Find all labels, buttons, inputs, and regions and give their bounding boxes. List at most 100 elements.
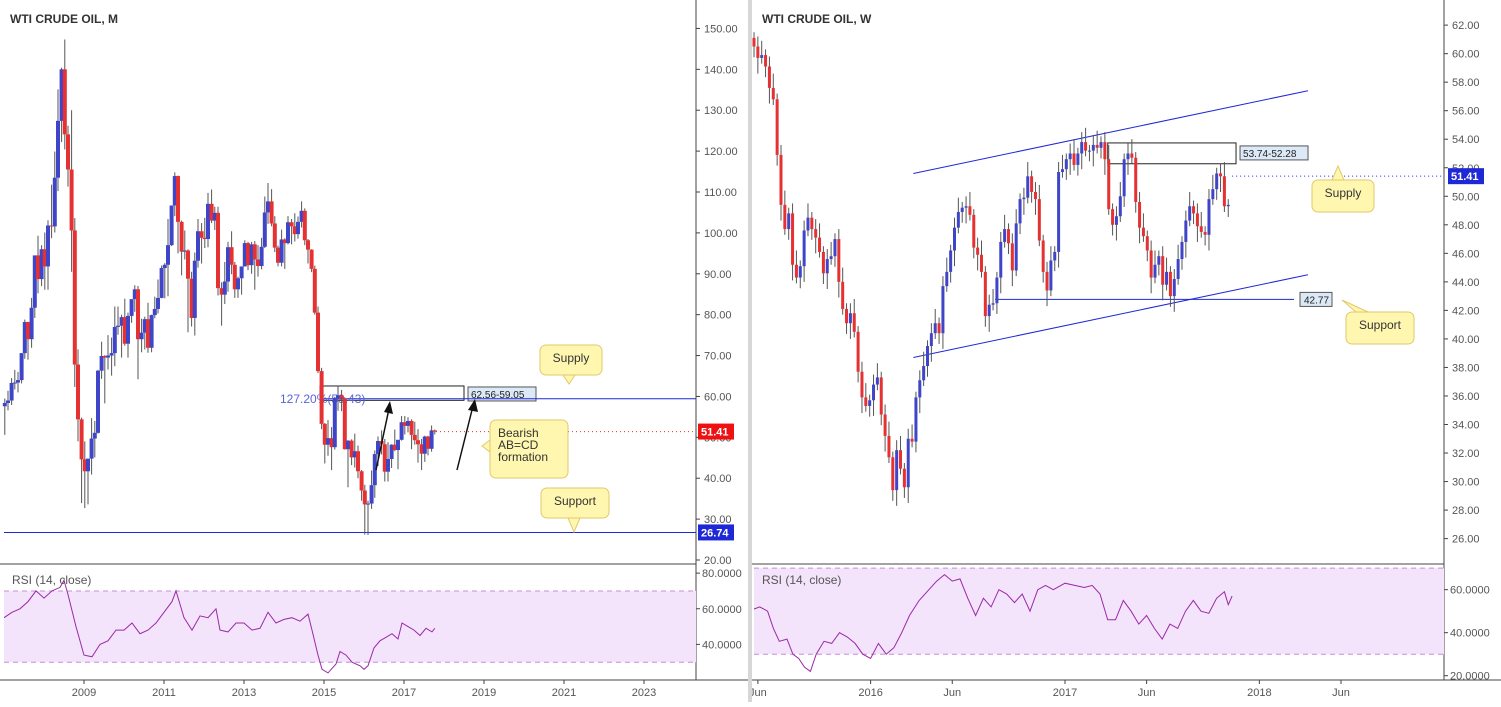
weekly-candle xyxy=(829,256,833,260)
weekly-candle xyxy=(914,397,918,442)
rsi-tick-label: 60.0000 xyxy=(1450,585,1490,597)
weekly-candle xyxy=(983,271,987,317)
rsi-band xyxy=(4,590,696,663)
monthly-candle xyxy=(152,308,157,316)
monthly-candle xyxy=(12,382,17,384)
supply-zone-tag xyxy=(467,386,537,402)
time-tick-label: Jun xyxy=(752,687,767,699)
monthly-candle xyxy=(159,268,164,298)
weekly-candle xyxy=(818,237,822,252)
weekly-candle xyxy=(1118,196,1122,217)
monthly-candle xyxy=(26,322,30,340)
weekly-candle xyxy=(1203,231,1207,235)
rsi-tick-label: 40.0000 xyxy=(702,639,742,651)
monthly-candle xyxy=(416,440,420,445)
weekly-chart[interactable]: 62.0060.0058.0056.0054.0052.0050.0048.00… xyxy=(749,0,1501,702)
price-tick-label: 28.00 xyxy=(1452,505,1480,517)
channel-upper-line xyxy=(913,90,1309,174)
monthly-candle xyxy=(406,420,410,426)
abcd-callout-text: Bearish xyxy=(498,426,539,440)
rsi-band xyxy=(754,568,1444,655)
monthly-candle xyxy=(282,239,287,244)
monthly-candle xyxy=(36,255,40,280)
monthly-candle xyxy=(186,250,190,279)
monthly-candle xyxy=(22,322,27,354)
weekly-candle xyxy=(852,313,856,332)
support-level-label: 42.77 xyxy=(1304,295,1329,306)
panel-divider[interactable] xyxy=(748,0,752,702)
weekly-candle xyxy=(1122,159,1126,197)
monthly-candle xyxy=(9,382,14,401)
weekly-candle xyxy=(798,266,802,278)
time-tick-label: 2023 xyxy=(632,687,656,699)
support-callout-pointer xyxy=(567,517,581,534)
support-price-label-bg xyxy=(698,524,734,541)
time-tick-label: 2011 xyxy=(152,687,176,699)
weekly-candle xyxy=(864,397,868,406)
weekly-candle xyxy=(845,308,849,324)
weekly-candle xyxy=(837,239,841,282)
monthly-candle xyxy=(362,490,367,505)
price-tick-label: 140.00 xyxy=(704,64,738,76)
monthly-candle xyxy=(52,177,57,227)
monthly-candle xyxy=(399,422,404,440)
price-tick-label: 30.00 xyxy=(704,514,732,526)
price-tick-label: 58.00 xyxy=(1452,77,1480,89)
price-tick-label: 38.00 xyxy=(1452,362,1480,374)
monthly-candle xyxy=(172,176,177,206)
price-tick-label: 100.00 xyxy=(704,228,738,240)
weekly-candle xyxy=(872,384,876,401)
monthly-candle xyxy=(2,402,7,407)
monthly-candle xyxy=(336,395,340,399)
weekly-candle xyxy=(1099,142,1103,148)
current-price-label: 51.41 xyxy=(1451,171,1479,183)
price-tick-label: 20.00 xyxy=(704,555,732,567)
monthly-chart-panel[interactable]: 150.00 140.00 130.00 120.00 110.00 100.00 90.0… xyxy=(0,0,756,702)
weekly-candle xyxy=(1153,264,1157,278)
time-tick-label: 2017 xyxy=(1053,687,1077,699)
ab-leg-arrow xyxy=(375,403,391,471)
monthly-candle xyxy=(42,249,47,267)
weekly-candle xyxy=(1045,271,1049,291)
weekly-candle xyxy=(902,468,906,488)
weekly-candle xyxy=(1149,250,1153,278)
monthly-candle xyxy=(232,264,237,290)
monthly-candle xyxy=(339,395,344,399)
price-tick-label: 30.00 xyxy=(1452,477,1480,489)
time-tick-label: 2016 xyxy=(858,687,882,699)
weekly-candle xyxy=(1138,201,1142,228)
supply-callout: Supply xyxy=(539,344,603,385)
monthly-candle xyxy=(96,370,100,433)
monthly-candle xyxy=(392,444,397,451)
weekly-candle xyxy=(771,87,775,100)
monthly-candle xyxy=(422,436,427,454)
monthly-candle xyxy=(262,212,267,247)
monthly-candle xyxy=(302,210,307,241)
weekly-candle xyxy=(999,241,1003,278)
weekly-candle xyxy=(1003,229,1007,242)
monthly-candle xyxy=(322,423,327,445)
price-tick-label: 40.00 xyxy=(704,473,732,485)
rsi-line xyxy=(753,573,1233,673)
weekly-candle xyxy=(1130,153,1134,158)
monthly-candle xyxy=(356,451,360,472)
monthly-candle xyxy=(102,355,107,358)
weekly-candle xyxy=(987,304,991,317)
monthly-chart[interactable]: 150.00 140.00 130.00 120.00 110.00 100.00 90.0… xyxy=(0,0,756,702)
weekly-candle xyxy=(1014,223,1018,271)
monthly-candle xyxy=(346,440,350,450)
monthly-candle xyxy=(19,353,24,381)
weekly-candle xyxy=(945,271,949,287)
monthly-candle xyxy=(402,422,407,426)
channel-lower-line xyxy=(913,274,1309,358)
monthly-candle xyxy=(256,259,260,267)
monthly-candle xyxy=(212,212,217,221)
monthly-candle xyxy=(382,444,387,472)
monthly-candle xyxy=(29,307,34,340)
weekly-candle xyxy=(1018,199,1022,224)
weekly-candle xyxy=(860,371,864,398)
monthly-candle xyxy=(129,299,134,316)
weekly-candle xyxy=(1176,259,1180,280)
monthly-candle xyxy=(109,353,114,356)
weekly-chart-panel[interactable]: 62.0060.0058.0056.0054.0052.0050.0048.00… xyxy=(749,0,1501,702)
